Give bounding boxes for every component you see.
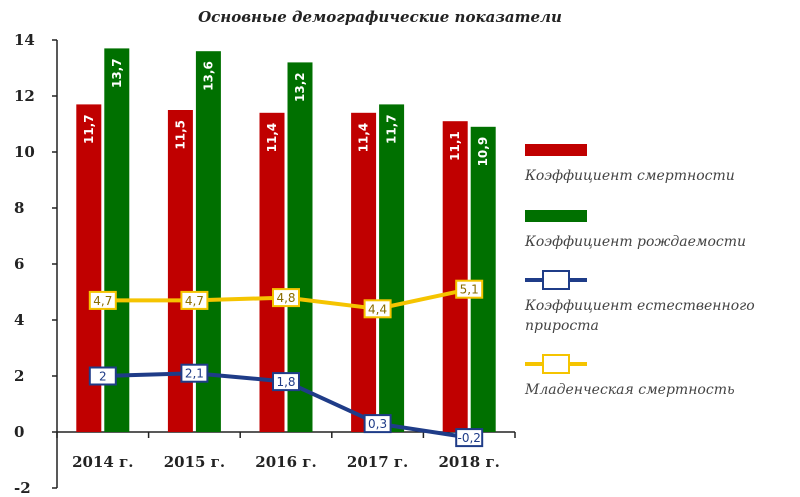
y-tick-label: 8 [14, 199, 24, 217]
point-marker [88, 290, 117, 310]
legend-swatch [525, 144, 587, 156]
point-label: 4,4 [368, 302, 387, 316]
bar [351, 112, 377, 433]
y-tick-label: 6 [14, 255, 24, 273]
bar-label: 11,4 [357, 123, 371, 153]
y-tick-label: 12 [14, 87, 35, 105]
x-tick-label: 2018 г. [439, 453, 500, 471]
bar [470, 126, 496, 433]
bar-label: 10,9 [476, 137, 490, 167]
y-tick-label: 2 [14, 367, 24, 385]
legend-swatch [525, 210, 587, 222]
point-label: 2,1 [185, 367, 204, 381]
point-marker [180, 290, 209, 310]
bar [379, 104, 405, 433]
y-tick-label: -2 [14, 479, 31, 497]
x-tick-label: 2015 г. [164, 453, 225, 471]
bar-label: 13,6 [201, 61, 215, 91]
bar-label: 11,7 [82, 114, 96, 144]
point-label: 0,3 [368, 417, 387, 431]
point-marker [455, 428, 484, 448]
point-marker [88, 366, 117, 386]
bar [287, 62, 313, 433]
point-label: 4,7 [93, 294, 112, 308]
legend-swatch-marker [542, 354, 570, 374]
point-label: 1,8 [276, 375, 295, 389]
x-tick-label: 2016 г. [255, 453, 316, 471]
point-label: 5,1 [460, 283, 479, 297]
point-label: 4,7 [185, 294, 204, 308]
legend-label: Коэффициент естественного [524, 298, 755, 314]
legend-label: Коэффициент смертности [524, 168, 735, 184]
point-label: 4,8 [276, 291, 295, 305]
legend: Коэффициент смертности Коэффициент рождае… [524, 144, 755, 398]
y-tick-label: 14 [14, 31, 35, 49]
y-tick-label: 4 [14, 311, 24, 329]
axes: -2 0 2 4 6 8 10 12 14 2014 г. 2015 г. 2016 г. 2017 г… [14, 31, 516, 497]
point-marker [272, 288, 300, 308]
x-tick-label: 2017 г. [347, 453, 408, 471]
point-label: 2 [99, 370, 107, 384]
point-marker [455, 279, 484, 299]
chart-title: Основные демографические показатели [198, 8, 562, 26]
bar-label: 13,2 [293, 72, 307, 102]
point-label: -0,2 [457, 431, 480, 445]
bar [167, 110, 193, 432]
x-tick-label: 2014 г. [72, 453, 133, 471]
bar-label: 11,5 [173, 120, 187, 150]
legend-swatch-marker [542, 270, 570, 290]
bar-label: 13,7 [110, 58, 124, 88]
series-lines: 2 2,1 1,8 0,3 -0,2 4,7 4,7 4,8 4,4 5,1 [88, 279, 484, 448]
bar-label: 11,4 [265, 123, 279, 153]
y-tick-label: 10 [14, 143, 35, 161]
point-marker [363, 414, 392, 434]
bar-label: 11,1 [448, 131, 462, 161]
legend-label: Коэффициент рождаемости [524, 234, 746, 250]
legend-label: Младенческая смертность [524, 382, 735, 398]
legend-label: прироста [525, 318, 599, 334]
bar [442, 121, 468, 432]
point-marker [272, 372, 300, 392]
point-marker [180, 363, 209, 383]
bar-label: 11,7 [385, 114, 399, 144]
y-tick-label: 0 [14, 423, 24, 441]
point-marker [363, 299, 392, 319]
